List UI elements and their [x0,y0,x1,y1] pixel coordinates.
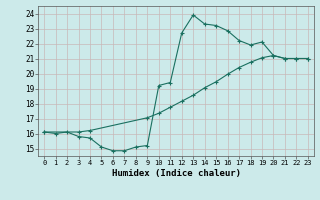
X-axis label: Humidex (Indice chaleur): Humidex (Indice chaleur) [111,169,241,178]
